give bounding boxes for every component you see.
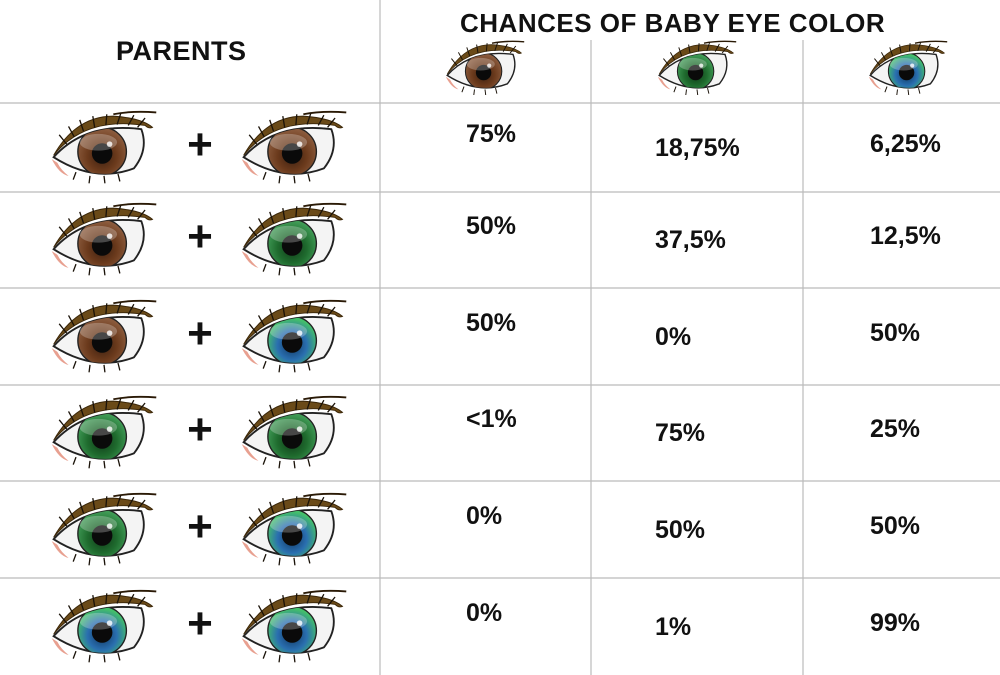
chance-blue-value: 12,5%: [870, 222, 941, 250]
plus-sign: +: [187, 501, 213, 551]
brown-eye-icon: [443, 38, 527, 101]
plus-sign: +: [187, 119, 213, 169]
plus-sign: +: [187, 405, 213, 454]
chance-brown-value: 50%: [466, 212, 517, 240]
chance-blue-value: 50%: [870, 318, 921, 347]
plus-sign: +: [187, 598, 213, 648]
chance-brown-value: <1%: [466, 405, 517, 433]
blue-eye-icon: [238, 490, 350, 571]
chance-blue-value: 50%: [870, 511, 921, 540]
plus-sign: +: [187, 308, 213, 358]
chance-green-value: 50%: [655, 515, 706, 544]
chance-green-value: 18,75%: [655, 133, 740, 162]
chart-title: CHANCES OF BABY EYE COLOR: [460, 8, 886, 38]
chance-green-value: 75%: [655, 419, 706, 447]
green-eye-icon: [238, 393, 350, 474]
blue-eye-icon: [866, 38, 950, 101]
chance-brown-value: 0%: [466, 501, 503, 530]
brown-eye-icon: [48, 108, 160, 189]
blue-eye-icon: [48, 587, 160, 668]
green-eye-icon: [48, 490, 160, 571]
green-eye-icon: [48, 393, 160, 474]
green-eye-icon: [238, 200, 350, 281]
brown-eye-icon: [48, 297, 160, 378]
chance-brown-value: 0%: [466, 598, 503, 627]
chance-blue-value: 99%: [870, 608, 921, 637]
brown-eye-icon: [48, 200, 160, 281]
chance-green-value: 0%: [655, 322, 692, 351]
blue-eye-icon: [238, 587, 350, 668]
chance-blue-value: 6,25%: [870, 129, 941, 158]
chance-green-value: 37,5%: [655, 226, 726, 254]
parents-header: PARENTS: [116, 36, 247, 66]
blue-eye-icon: [238, 297, 350, 378]
plus-sign: +: [187, 212, 213, 261]
chance-brown-value: 50%: [466, 308, 517, 337]
green-eye-icon: [655, 38, 739, 101]
brown-eye-icon: [238, 108, 350, 189]
chance-blue-value: 25%: [870, 415, 921, 443]
chance-brown-value: 75%: [466, 119, 517, 148]
chance-green-value: 1%: [655, 612, 692, 641]
